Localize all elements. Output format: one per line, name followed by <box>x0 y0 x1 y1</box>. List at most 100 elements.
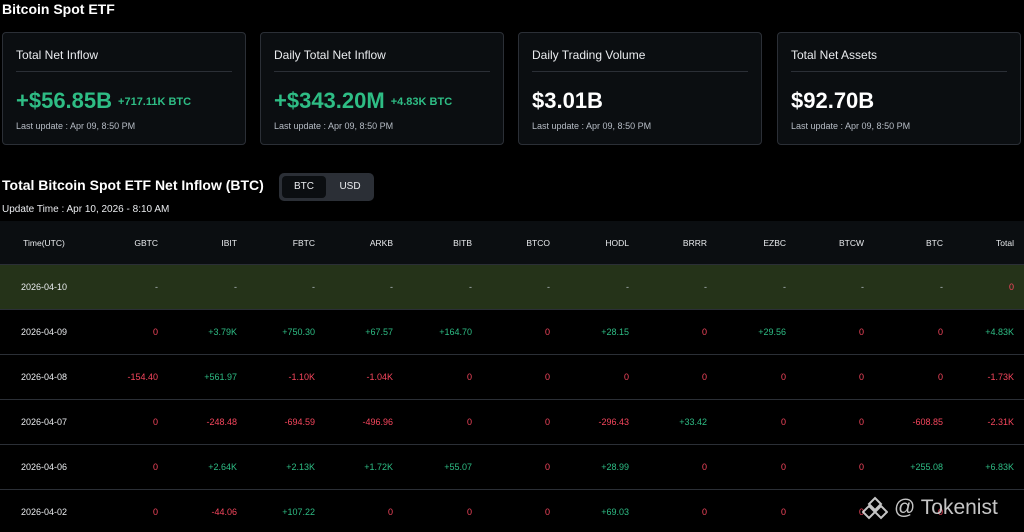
summary-cards: Total Net Inflow +$56.85B +717.11K BTC La… <box>0 32 1024 147</box>
cell-gbtc: 0 <box>152 462 158 472</box>
cell-brrr: 0 <box>701 327 707 337</box>
card-sub-value: +4.83K BTC <box>390 96 453 108</box>
cell-fbtc: -694.59 <box>284 417 315 427</box>
table-row: 2026-04-06 0 +2.64K +2.13K +1.72K +55.07 0 +28.… <box>0 445 1024 490</box>
column-header-btc: BTC <box>926 237 943 248</box>
cell-ezbc: 0 <box>780 462 786 472</box>
watermark-text: @ Tokenist <box>894 496 998 519</box>
toggle-usd[interactable]: USD <box>339 181 361 192</box>
cell-hodl: +28.99 <box>601 462 629 472</box>
card-label: Total Net Assets <box>791 48 878 62</box>
column-header-hodl: HODL <box>605 237 629 248</box>
column-header-time-utc: Time(UTC) <box>23 237 65 248</box>
cell-btcw: - <box>861 282 864 292</box>
card-value: $3.01B <box>532 88 603 113</box>
card-last-update: Last update : Apr 09, 8:50 PM <box>274 121 394 131</box>
cell-ibit: -248.48 <box>206 417 237 427</box>
cell-arkb: -1.04K <box>366 372 393 382</box>
column-header-arkb: ARKB <box>369 237 393 248</box>
cell-total: +6.83K <box>985 462 1014 472</box>
row-date: 2026-04-06 <box>20 462 68 472</box>
tokenist-logo-icon <box>862 495 888 521</box>
cell-fbtc: +750.30 <box>282 327 315 337</box>
cell-brrr: 0 <box>701 372 707 382</box>
cell-ezbc: 0 <box>780 372 786 382</box>
card-last-update: Last update : Apr 09, 8:50 PM <box>532 121 652 131</box>
table-row: 2026-04-09 0 +3.79K +750.30 +67.57 +164.70 0 +2… <box>0 310 1024 355</box>
cell-btco: - <box>547 282 550 292</box>
cell-fbtc: - <box>312 282 315 292</box>
cell-fbtc: +107.22 <box>282 507 315 517</box>
cell-brrr: +33.42 <box>679 417 707 427</box>
net-inflow-table: Time(UTC) GBTC IBIT FBTC ARKB BITB BTCO HODL BRR… <box>0 221 1024 532</box>
card-label: Total Net Inflow <box>16 48 99 62</box>
card-divider <box>274 71 490 72</box>
card-last-update: Last update : Apr 09, 8:50 PM <box>16 121 136 131</box>
cell-btc: - <box>940 282 943 292</box>
cell-btco: 0 <box>544 372 550 382</box>
cell-arkb: - <box>390 282 393 292</box>
row-date: 2026-04-07 <box>20 417 68 427</box>
cell-arkb: -496.96 <box>362 417 393 427</box>
column-header-gbtc: GBTC <box>134 237 158 248</box>
cell-ezbc: 0 <box>780 507 786 517</box>
cell-gbtc: 0 <box>152 507 158 517</box>
cell-ezbc: +29.56 <box>758 327 786 337</box>
cell-total: +4.83K <box>985 327 1014 337</box>
cell-gbtc: - <box>155 282 158 292</box>
cell-arkb: 0 <box>387 507 393 517</box>
cell-ezbc: 0 <box>780 417 786 427</box>
column-header-total: Total <box>996 237 1014 248</box>
cell-total: -1.73K <box>987 372 1014 382</box>
cell-btcw: 0 <box>858 507 864 517</box>
card-divider <box>16 71 232 72</box>
cell-bitb: - <box>469 282 472 292</box>
column-header-btcw: BTCW <box>838 237 864 248</box>
card-total-net-inflow: Total Net Inflow +$56.85B +717.11K BTC La… <box>2 32 246 145</box>
column-header-fbtc: FBTC <box>292 237 315 248</box>
cell-arkb: +1.72K <box>364 462 393 472</box>
cell-hodl: +69.03 <box>601 507 629 517</box>
cell-bitb: +55.07 <box>444 462 472 472</box>
cell-btc: +255.08 <box>910 462 943 472</box>
column-header-ibit: IBIT <box>221 237 237 248</box>
card-sub-value: +717.11K BTC <box>118 96 192 108</box>
row-date: 2026-04-10 <box>20 282 68 292</box>
cell-btcw: 0 <box>858 372 864 382</box>
cell-ibit: -44.06 <box>211 507 237 517</box>
table-header-row: Time(UTC) GBTC IBIT FBTC ARKB BITB BTCO HODL BRR… <box>0 221 1024 265</box>
update-time: Update Time : Apr 10, 2026 - 8:10 AM <box>2 204 170 215</box>
card-daily-trading-volume: Daily Trading Volume $3.01B Last update … <box>518 32 762 145</box>
cell-ibit: +3.79K <box>208 327 237 337</box>
cell-total: -2.31K <box>987 417 1014 427</box>
card-total-net-assets: Total Net Assets $92.70B Last update : A… <box>777 32 1021 145</box>
cell-gbtc: 0 <box>152 327 158 337</box>
cell-hodl: -296.43 <box>598 417 629 427</box>
cell-ibit: +561.97 <box>204 372 237 382</box>
cell-brrr: - <box>704 282 707 292</box>
card-divider <box>532 71 748 72</box>
cell-brrr: 0 <box>701 507 707 517</box>
cell-ibit: - <box>234 282 237 292</box>
cell-btco: 0 <box>544 417 550 427</box>
table-row: 2026-04-02 0 -44.06 +107.22 0 0 0 +69.03 0 0 0 0 <box>0 490 1024 532</box>
watermark: @ Tokenist <box>862 492 998 524</box>
table-row: 2026-04-07 0 -248.48 -694.59 -496.96 0 0 -296.4… <box>0 400 1024 445</box>
cell-bitb: 0 <box>466 417 472 427</box>
cell-brrr: 0 <box>701 462 707 472</box>
cell-btco: 0 <box>544 462 550 472</box>
card-divider <box>791 71 1007 72</box>
toggle-btc[interactable]: BTC <box>282 176 326 198</box>
page-title: Bitcoin Spot ETF <box>2 1 115 17</box>
cell-btc: 0 <box>937 507 943 517</box>
cell-btco: 0 <box>544 507 550 517</box>
cell-btcw: 0 <box>858 462 864 472</box>
cell-btc: 0 <box>937 372 943 382</box>
cell-total: 0 <box>1008 282 1014 292</box>
unit-toggle[interactable]: BTC USD <box>279 173 374 201</box>
cell-ezbc: - <box>783 282 786 292</box>
column-header-btco: BTCO <box>526 237 550 248</box>
card-last-update: Last update : Apr 09, 8:50 PM <box>791 121 911 131</box>
cell-bitb: +164.70 <box>439 327 472 337</box>
table-row: 2026-04-10 - - - - - - - - - - - 0 <box>0 265 1024 310</box>
